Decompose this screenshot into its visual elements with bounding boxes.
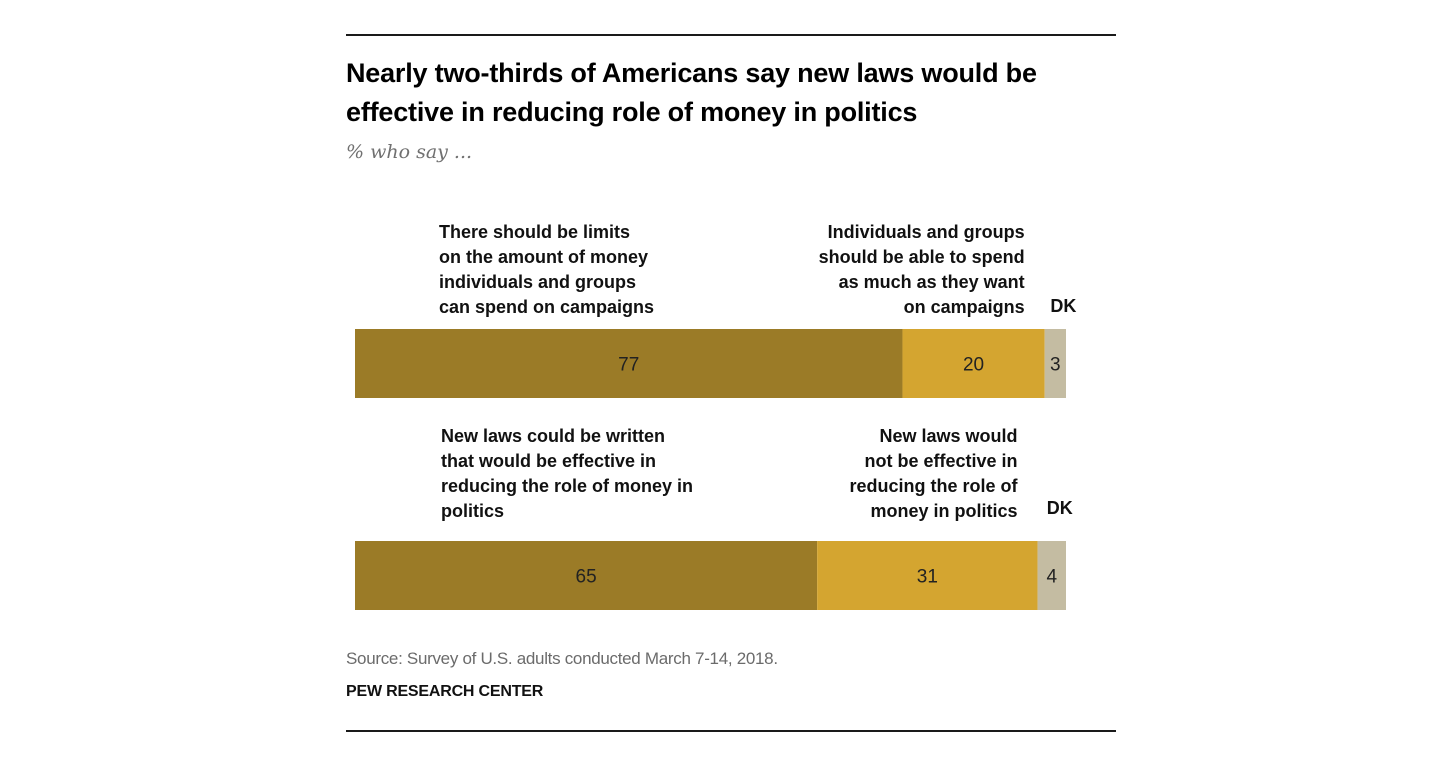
data-label-right: 31 xyxy=(917,567,938,588)
category-label-right-line: money in politics xyxy=(871,501,1018,521)
category-label-right-line: on campaigns xyxy=(904,297,1025,317)
bar-segment-left xyxy=(355,329,903,398)
category-label-left-line: can spend on campaigns xyxy=(439,297,654,317)
chart-title-line-1: Nearly two-thirds of Americans say new l… xyxy=(346,58,1037,88)
category-label-right-line: reducing the role of xyxy=(850,476,1019,496)
data-label-left: 77 xyxy=(618,355,639,376)
bar-segment-right xyxy=(902,329,1045,398)
category-label-left-line: on the amount of money xyxy=(439,247,648,267)
category-label-right-line: not be effective in xyxy=(865,451,1018,471)
data-label-left: 65 xyxy=(576,567,597,588)
category-label-right-line: Individuals and groups xyxy=(828,222,1025,242)
data-label-right: 20 xyxy=(963,355,984,376)
chart-title: Nearly two-thirds of Americans say new l… xyxy=(346,54,1126,132)
bar-segment-left xyxy=(355,541,818,610)
chart-subtitle: % who say ... xyxy=(346,141,473,163)
category-label-dk-line: DK xyxy=(1050,296,1076,316)
source-note: Source: Survey of U.S. adults conducted … xyxy=(346,649,778,668)
category-label-left-line: There should be limits xyxy=(439,222,630,242)
bottom-rule xyxy=(346,730,1116,732)
bar-segment-right xyxy=(817,541,1038,610)
category-label-right-line: New laws would xyxy=(880,426,1018,446)
chart-title-line-2: effective in reducing role of money in p… xyxy=(346,97,918,127)
category-label-right-line: should be able to spend xyxy=(819,247,1025,267)
bar-segment-dk xyxy=(1044,329,1066,398)
category-label-dk-line: DK xyxy=(1047,498,1073,518)
data-label-dk: 3 xyxy=(1050,355,1061,376)
bar-segment-dk xyxy=(1037,541,1066,610)
category-label-left-line: New laws could be written xyxy=(441,426,665,446)
brand-label: PEW RESEARCH CENTER xyxy=(346,683,544,700)
category-label-left-line: individuals and groups xyxy=(439,272,636,292)
category-label-right-line: as much as they want xyxy=(839,272,1025,292)
category-label-left-line: reducing the role of money in xyxy=(441,476,693,496)
category-label-left-line: politics xyxy=(441,501,504,521)
category-label-left-line: that would be effective in xyxy=(441,451,656,471)
data-label-dk: 4 xyxy=(1046,567,1057,588)
top-rule xyxy=(346,34,1116,36)
